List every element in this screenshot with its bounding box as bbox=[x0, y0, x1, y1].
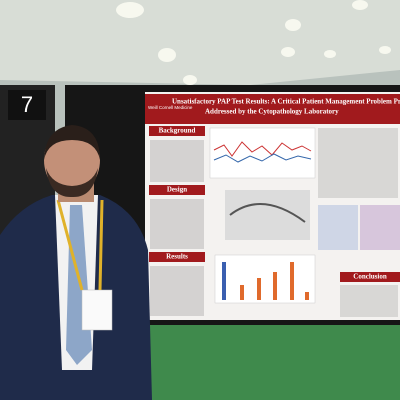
sign-plate bbox=[8, 90, 46, 120]
sign-number: 7 bbox=[21, 92, 33, 117]
section-bar bbox=[149, 126, 205, 136]
section-heading: Design bbox=[167, 186, 187, 194]
micrograph bbox=[360, 205, 400, 250]
section-bar bbox=[340, 272, 400, 282]
poster-title: Unsatisfactory PAP Test Results: A Criti… bbox=[172, 98, 400, 106]
figure bbox=[225, 190, 310, 240]
beard bbox=[46, 168, 98, 198]
figure-bars bbox=[222, 262, 309, 300]
figure-line bbox=[213, 141, 312, 157]
poster-subtitle: Addressed by the Cytopathology Laborator… bbox=[205, 108, 339, 116]
poster-header bbox=[145, 94, 400, 124]
face bbox=[44, 126, 100, 194]
section-bar bbox=[149, 252, 205, 262]
poster-text-lines bbox=[150, 128, 398, 317]
section-heading: Results bbox=[166, 253, 188, 261]
carpet bbox=[140, 318, 400, 400]
hair bbox=[44, 125, 100, 160]
poster-logo: Weill Cornell Medicine bbox=[148, 105, 193, 110]
ceiling-lights bbox=[116, 0, 391, 85]
section-bar bbox=[149, 185, 205, 195]
micrograph bbox=[318, 205, 358, 250]
figure bbox=[214, 254, 316, 304]
figure-curve bbox=[229, 203, 306, 223]
section-heading: Conclusion bbox=[353, 273, 387, 281]
badge bbox=[81, 289, 113, 331]
figure bbox=[209, 127, 316, 179]
section-heading: Background bbox=[159, 127, 196, 135]
ceiling bbox=[0, 0, 400, 85]
figure-line bbox=[213, 153, 312, 163]
lanyard bbox=[56, 199, 104, 291]
